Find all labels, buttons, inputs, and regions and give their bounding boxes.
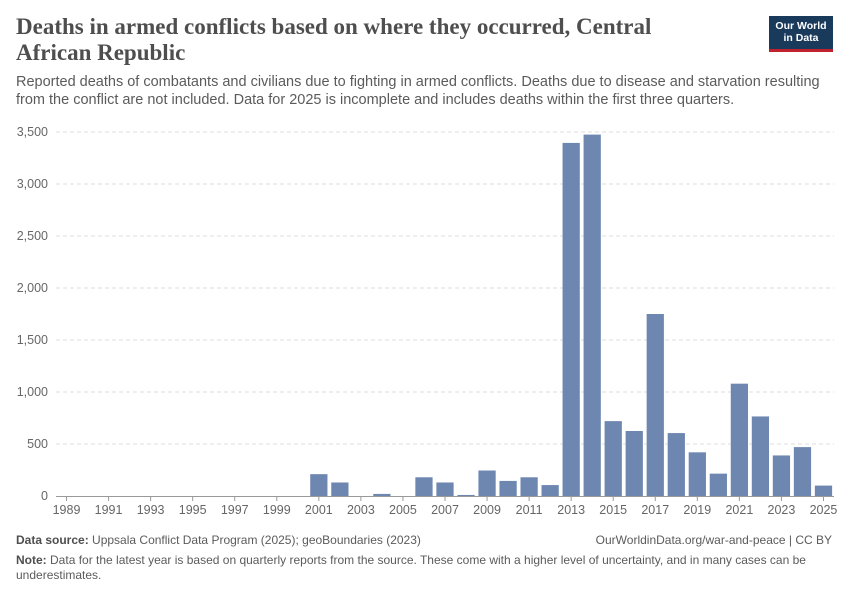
y-tick-label: 1,500 bbox=[17, 333, 48, 347]
bar-2008[interactable] bbox=[457, 494, 475, 496]
logo-line-1: Our World bbox=[775, 20, 827, 32]
owid-logo[interactable]: Our World in Data bbox=[769, 16, 833, 52]
x-tick-label: 1993 bbox=[137, 503, 165, 517]
x-tick-label: 2001 bbox=[305, 503, 333, 517]
x-tick-label: 2025 bbox=[810, 503, 838, 517]
y-tick-label: 3,500 bbox=[17, 125, 48, 139]
bar-2011[interactable] bbox=[520, 477, 538, 496]
logo-line-2: in Data bbox=[783, 32, 819, 44]
y-tick-label: 500 bbox=[27, 437, 48, 451]
bar-chart: 0 500 1,000 1,500 2,000 2,500 3,000 3,500 1989 19… bbox=[17, 125, 838, 517]
bar-2019[interactable] bbox=[688, 452, 706, 496]
x-tick-label: 2009 bbox=[473, 503, 501, 517]
y-tick-label: 2,000 bbox=[17, 281, 48, 295]
x-tick-label: 2013 bbox=[557, 503, 585, 517]
bar-2022[interactable] bbox=[751, 416, 770, 496]
x-tick-label: 2007 bbox=[431, 503, 459, 517]
source-text[interactable]: Uppsala Conflict Data Program (2025); ge… bbox=[92, 533, 421, 547]
data-source: Data source: Uppsala Conflict Data Progr… bbox=[16, 533, 421, 548]
x-tick-label: 1997 bbox=[221, 503, 249, 517]
bar-2010[interactable] bbox=[499, 480, 517, 496]
y-tick-label: 2,500 bbox=[17, 229, 48, 243]
note-text: Data for the latest year is based on qua… bbox=[16, 553, 806, 582]
bar-2021[interactable] bbox=[730, 383, 748, 496]
bar-2018[interactable] bbox=[667, 433, 685, 496]
x-tick-label: 2011 bbox=[516, 503, 543, 517]
y-tick-label: 0 bbox=[41, 489, 48, 503]
x-tick-label: 2017 bbox=[641, 503, 669, 517]
bar-2014[interactable] bbox=[583, 134, 601, 496]
x-tick-label: 1995 bbox=[179, 503, 207, 517]
x-tick-label: 2015 bbox=[599, 503, 627, 517]
x-tick-label: 2023 bbox=[768, 503, 796, 517]
x-tick-label: 2021 bbox=[725, 503, 753, 517]
chart-note: Note: Data for the latest year is based … bbox=[16, 553, 826, 583]
bar-2004[interactable] bbox=[373, 493, 391, 496]
bar-2016[interactable] bbox=[625, 431, 643, 496]
source-url[interactable]: OurWorldinData.org/war-and-peace | CC BY bbox=[595, 533, 832, 547]
chart-subtitle: Reported deaths of combatants and civili… bbox=[16, 74, 820, 108]
note-label: Note: bbox=[16, 553, 47, 567]
bar-2023[interactable] bbox=[772, 455, 791, 496]
bar-2007[interactable] bbox=[436, 482, 454, 496]
x-tick-label: 2019 bbox=[683, 503, 711, 517]
y-tick-label: 1,000 bbox=[17, 385, 48, 399]
bar-2006[interactable] bbox=[415, 477, 433, 496]
x-tick-label: 2003 bbox=[347, 503, 375, 517]
bar-2002[interactable] bbox=[331, 482, 349, 496]
x-tick-label: 2005 bbox=[389, 503, 417, 517]
bar-2012[interactable] bbox=[541, 485, 559, 496]
x-tick-label: 1989 bbox=[53, 503, 81, 517]
bar-2015[interactable] bbox=[604, 421, 622, 496]
bar-2009[interactable] bbox=[478, 470, 496, 496]
bar-2013[interactable] bbox=[562, 142, 580, 497]
source-label: Data source: bbox=[16, 533, 89, 547]
bar-2024[interactable] bbox=[793, 447, 812, 496]
chart-title: Deaths in armed conflicts based on where… bbox=[16, 14, 652, 65]
x-tick-label: 1999 bbox=[263, 503, 291, 517]
x-tick-label: 1991 bbox=[95, 503, 123, 517]
bar-2025[interactable] bbox=[814, 485, 833, 496]
y-tick-label: 3,000 bbox=[17, 177, 48, 191]
bar-2017[interactable] bbox=[646, 314, 664, 496]
bar-2001[interactable] bbox=[310, 474, 328, 496]
bar-2020[interactable] bbox=[709, 473, 727, 496]
